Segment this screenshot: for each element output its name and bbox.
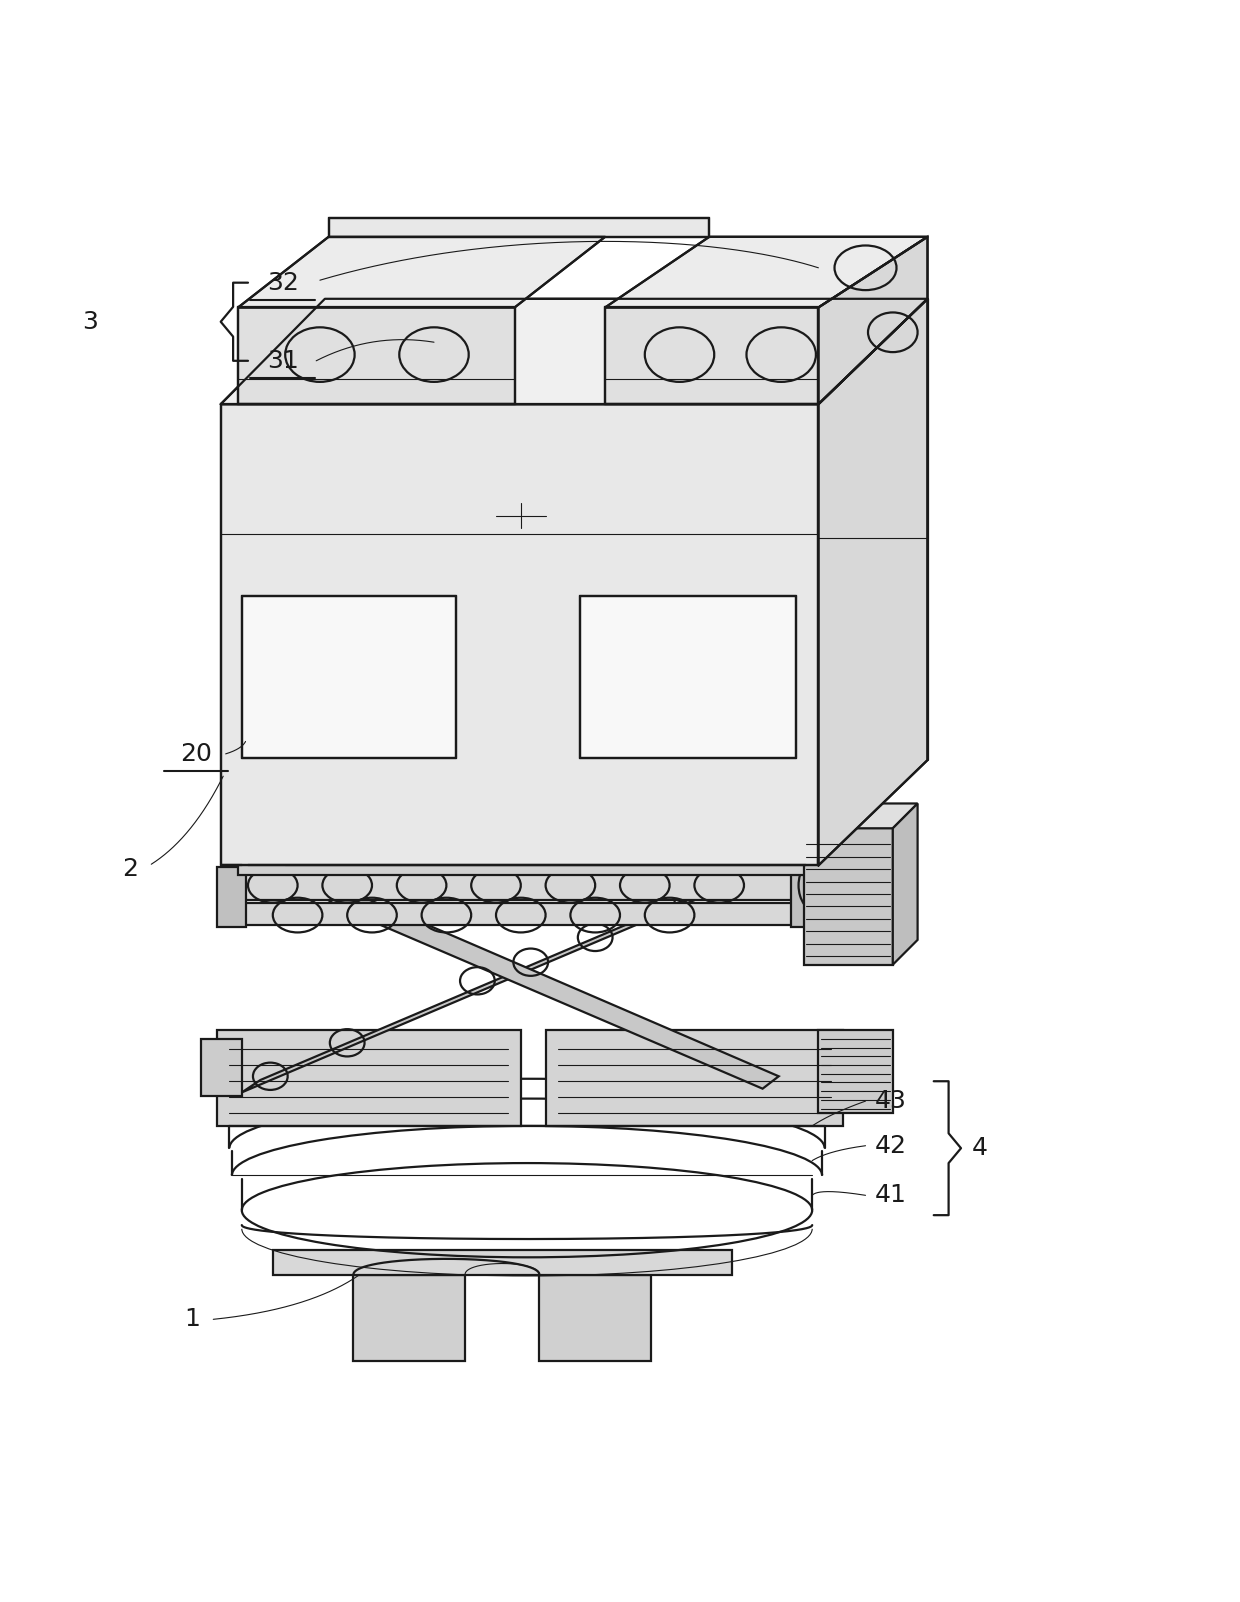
Polygon shape <box>539 1275 651 1362</box>
Polygon shape <box>217 1030 521 1126</box>
Polygon shape <box>605 308 818 404</box>
Polygon shape <box>242 888 713 1093</box>
Polygon shape <box>242 596 456 758</box>
Text: 20: 20 <box>180 742 212 766</box>
Polygon shape <box>238 857 816 875</box>
Text: 32: 32 <box>267 271 299 295</box>
Polygon shape <box>804 828 893 964</box>
Text: 3: 3 <box>83 309 98 333</box>
Polygon shape <box>804 804 918 828</box>
Polygon shape <box>329 891 779 1089</box>
Polygon shape <box>893 804 918 964</box>
Polygon shape <box>818 300 928 865</box>
Polygon shape <box>221 404 818 865</box>
Polygon shape <box>818 1030 893 1113</box>
Text: 2: 2 <box>123 857 138 881</box>
Polygon shape <box>242 870 794 900</box>
Text: 42: 42 <box>874 1134 906 1158</box>
Text: 4: 4 <box>972 1136 987 1160</box>
Polygon shape <box>818 237 928 404</box>
Polygon shape <box>353 1275 465 1362</box>
Polygon shape <box>217 867 246 928</box>
Text: 1: 1 <box>185 1307 200 1331</box>
Text: 43: 43 <box>874 1089 906 1113</box>
Text: 41: 41 <box>874 1184 906 1208</box>
Text: 31: 31 <box>267 349 299 373</box>
Polygon shape <box>238 308 515 404</box>
Polygon shape <box>546 1030 843 1126</box>
Polygon shape <box>238 237 605 308</box>
Polygon shape <box>329 218 709 237</box>
Polygon shape <box>221 300 928 404</box>
Polygon shape <box>242 902 794 924</box>
Polygon shape <box>273 1250 732 1275</box>
Polygon shape <box>580 596 796 758</box>
Polygon shape <box>605 237 928 308</box>
Polygon shape <box>791 867 818 928</box>
Polygon shape <box>201 1040 242 1096</box>
